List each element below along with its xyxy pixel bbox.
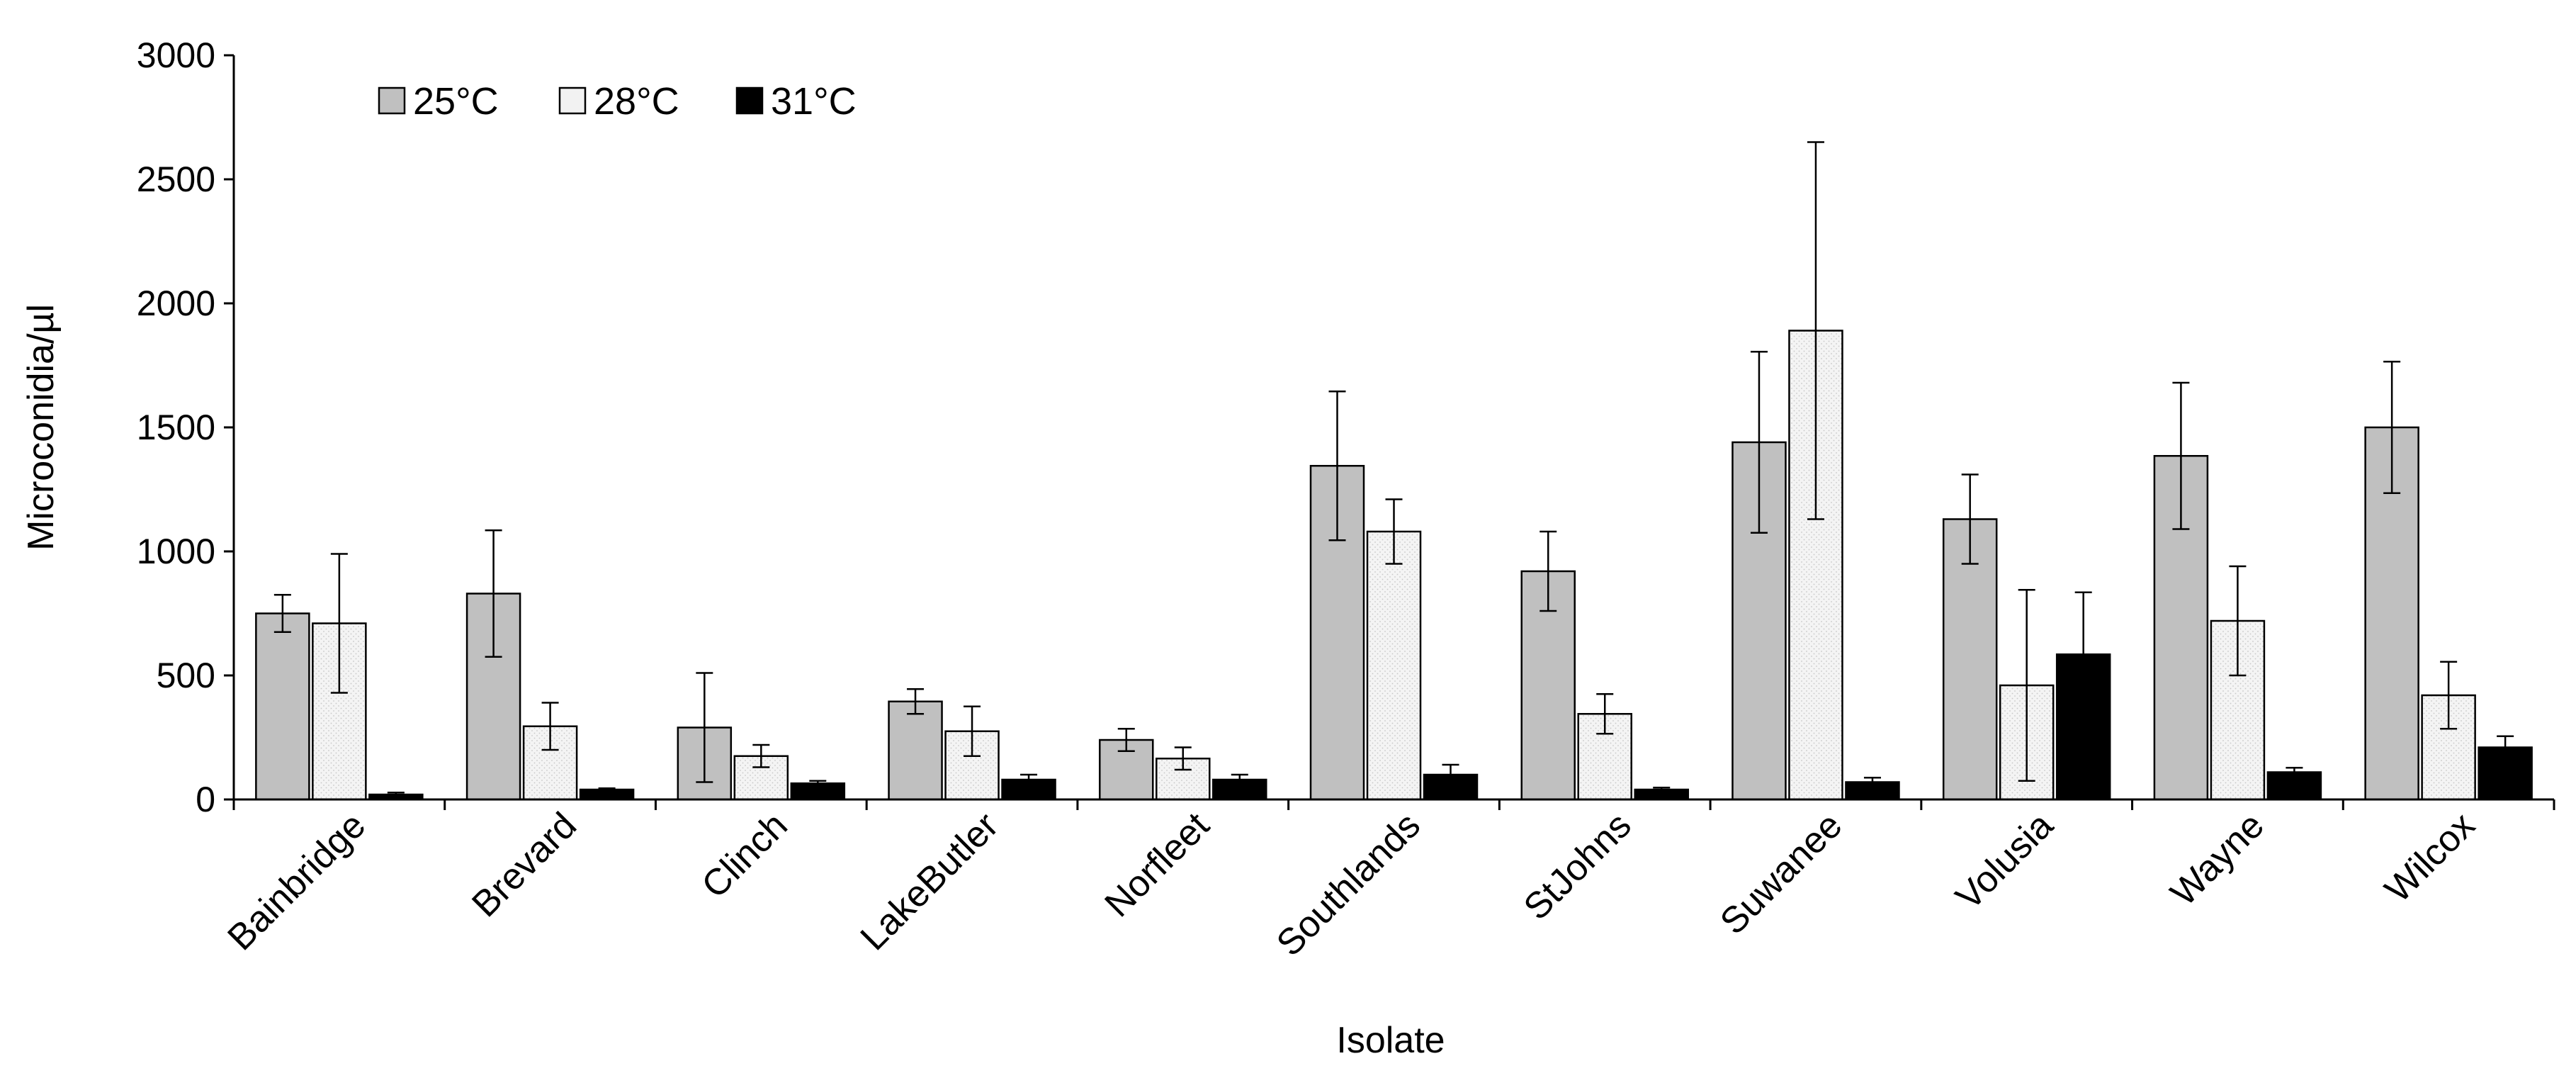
- error-bar: [387, 791, 405, 798]
- y-tick-label: 2000: [137, 283, 215, 323]
- x-tick-label: Southlands: [1269, 804, 1428, 964]
- error-bar: [907, 688, 925, 715]
- error-bar: [2172, 381, 2190, 530]
- error-bar: [1750, 351, 1768, 534]
- error-bar: [752, 743, 770, 768]
- error-bar: [1174, 746, 1192, 771]
- legend-label: 28°C: [594, 80, 679, 123]
- error-bar: [964, 705, 981, 757]
- bar: [888, 700, 943, 801]
- error-bar: [2286, 766, 2303, 778]
- error-bar: [2229, 565, 2247, 677]
- error-bar: [1807, 141, 1824, 520]
- y-tick-label: 500: [157, 656, 215, 695]
- error-bar: [541, 702, 559, 751]
- x-tick-label: Wilcox: [2377, 804, 2482, 910]
- x-tick-label: Bainbridge: [220, 804, 374, 958]
- error-bar: [598, 787, 616, 792]
- error-bar: [1540, 530, 1557, 612]
- bar: [255, 612, 310, 801]
- error-bar: [1442, 763, 1459, 786]
- x-tick-label: Clinch: [694, 804, 796, 906]
- x-tick-label: Wayne: [2163, 804, 2272, 914]
- error-bar: [1231, 773, 1248, 786]
- error-bar: [2440, 661, 2458, 730]
- legend-swatch: [378, 86, 406, 115]
- legend-item: 31°C: [735, 80, 857, 123]
- y-tick-label: 0: [196, 780, 215, 819]
- legend-swatch: [558, 86, 587, 115]
- bar: [1942, 518, 1998, 801]
- y-tick-label: 1500: [137, 408, 215, 447]
- error-bar: [1596, 693, 1614, 735]
- x-axis-title: Isolate: [1336, 1020, 1445, 1061]
- y-tick-label: 3000: [137, 35, 215, 75]
- legend-item: 28°C: [558, 80, 679, 123]
- x-tick-label: StJohns: [1516, 804, 1639, 928]
- x-ticks-layer: Bainbridge Brevard Clinch LakeButler Norflee…: [220, 799, 2555, 964]
- error-bar: [2383, 361, 2401, 494]
- y-axis-title: Microconidia/µl: [21, 304, 62, 551]
- error-bar: [1653, 786, 1671, 793]
- bars-layer: [255, 141, 2533, 801]
- error-bar: [485, 529, 502, 658]
- x-tick-label: LakeButler: [853, 804, 1007, 958]
- error-bar: [1117, 728, 1135, 752]
- x-tick-label: Volusia: [1948, 804, 2062, 918]
- y-tick-label: 2500: [137, 159, 215, 199]
- legend-swatch: [735, 86, 764, 115]
- legend-label: 31°C: [771, 80, 857, 123]
- legend-label: 25°C: [413, 80, 499, 123]
- error-bar: [1863, 776, 1881, 788]
- x-tick-label: Brevard: [464, 804, 584, 925]
- legend-item: 25°C: [378, 80, 499, 123]
- error-bar: [2074, 591, 2092, 717]
- error-bar: [1961, 473, 1979, 565]
- error-bar: [696, 672, 713, 783]
- error-bar: [273, 594, 291, 633]
- error-bar: [809, 780, 827, 787]
- error-bar: [1385, 498, 1403, 565]
- error-bar: [2018, 589, 2035, 782]
- bar: [1366, 530, 1422, 801]
- y-tick-label: 1000: [137, 532, 215, 571]
- error-bar: [1020, 773, 1038, 786]
- error-bar: [330, 553, 348, 694]
- error-bar: [2497, 735, 2514, 760]
- x-tick-label: Norfleet: [1097, 804, 1217, 925]
- x-tick-label: Suwanee: [1712, 804, 1850, 942]
- legend: 25°C 28°C 31°C: [378, 80, 857, 123]
- error-bar: [1328, 391, 1346, 541]
- y-ticks-layer: 0 500 1000 1500 2000 2500 3000: [137, 35, 234, 819]
